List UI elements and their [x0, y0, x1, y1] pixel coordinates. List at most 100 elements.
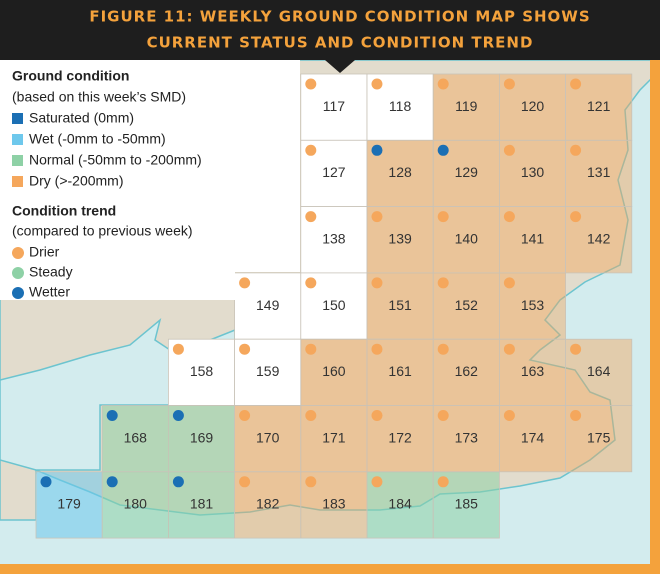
trend-dot: [503, 78, 515, 90]
cell-label: 140: [455, 230, 479, 246]
cell-label: 179: [57, 496, 81, 512]
cell-label: 139: [388, 230, 412, 246]
trend-dot: [437, 211, 449, 223]
trend-dot: [437, 78, 449, 90]
trend-dot: [305, 144, 317, 156]
trend-dot: [437, 144, 449, 156]
trend-dot: [570, 211, 582, 223]
cell-label: 163: [521, 363, 545, 379]
cell-label: 117: [323, 98, 346, 114]
title-line: CURRENT STATUS AND CONDITION TREND: [147, 34, 534, 52]
cell-label: 127: [322, 164, 346, 180]
trend-dot: [437, 277, 449, 289]
cell-label: 161: [388, 363, 412, 379]
grid: 117 118 119 120 121 127 128 129 130 131 138 139 140 1…: [35, 73, 633, 539]
trend-dot: [371, 78, 383, 90]
coast-sea: [0, 472, 660, 574]
cell-label: 180: [124, 496, 148, 512]
trend-dot: [437, 410, 449, 421]
cell-label: 141: [521, 230, 545, 246]
trend-dot: [305, 277, 317, 289]
legend-dot: [12, 267, 24, 279]
cell-label: 149: [256, 297, 280, 313]
trend-dot: [570, 78, 582, 90]
trend-dot: [239, 277, 251, 289]
cell-label: 142: [587, 230, 611, 246]
trend-dot: [371, 476, 383, 488]
legend-label: Normal (-50mm to -200mm): [29, 152, 202, 168]
cell-label: 121: [587, 98, 611, 114]
legend-label: Dry (>-200mm): [29, 173, 124, 189]
cell-label: 170: [256, 429, 280, 445]
cell-label: 181: [190, 496, 214, 512]
trend-dot: [172, 476, 184, 488]
cell-label: 119: [455, 98, 478, 114]
trend-dot: [305, 343, 317, 355]
cell-label: 184: [388, 496, 412, 512]
trend-dot: [371, 277, 383, 289]
cell-label: 162: [455, 363, 479, 379]
cell-label: 169: [190, 429, 214, 445]
cell-label: 174: [521, 429, 545, 445]
trend-dot: [371, 343, 383, 355]
trend-dot: [371, 211, 383, 223]
legend-heading: Condition trend: [12, 203, 116, 219]
header-bar: [0, 0, 660, 60]
trend-dot: [503, 410, 515, 421]
trend-dot: [570, 144, 582, 156]
cell-label: 160: [322, 363, 346, 379]
legend: Ground condition (based on this week’s S…: [12, 68, 202, 300]
cell-label: 120: [521, 98, 545, 114]
cell-label: 118: [389, 98, 412, 114]
trend-dot: [239, 410, 251, 421]
legend-panel: [0, 60, 300, 300]
cell-label: 164: [587, 363, 611, 379]
cell-label: 129: [455, 164, 479, 180]
trend-dot: [503, 343, 515, 355]
legend-label: Wetter: [29, 284, 70, 300]
trend-dot: [305, 410, 317, 421]
cell-label: 153: [521, 297, 545, 313]
header-notch: [325, 60, 355, 73]
cell-label: 182: [256, 496, 280, 512]
cell-label: 183: [322, 496, 346, 512]
trend-dot: [172, 410, 184, 421]
title-line: FIGURE 11: WEEKLY GROUND CONDITION MAP S…: [89, 8, 590, 26]
trend-dot: [40, 476, 52, 488]
cell-label: 128: [388, 164, 412, 180]
legend-label: Wet (-0mm to -50mm): [29, 131, 166, 147]
frame-right: [650, 60, 660, 574]
legend-label: Saturated (0mm): [29, 110, 134, 126]
trend-dot: [503, 277, 515, 289]
trend-dot: [305, 211, 317, 223]
cell-label: 150: [322, 297, 346, 313]
legend-dot: [12, 247, 24, 259]
cell-label: 168: [124, 429, 148, 445]
legend-swatch: [12, 176, 23, 187]
trend-dot: [239, 476, 251, 488]
cell-label: 159: [256, 363, 280, 379]
legend-subheading: (compared to previous week): [12, 223, 193, 239]
legend-swatch: [12, 155, 23, 166]
trend-dot: [437, 476, 449, 488]
trend-dot: [570, 343, 582, 355]
frame-bottom: [0, 564, 660, 574]
legend-subheading: (based on this week’s SMD): [12, 89, 186, 105]
cell-label: 130: [521, 164, 545, 180]
legend-swatch: [12, 134, 23, 145]
legend-heading: Ground condition: [12, 68, 129, 84]
cell-label: 172: [388, 429, 412, 445]
trend-dot: [305, 476, 317, 488]
trend-dot: [172, 343, 184, 355]
trend-dot: [503, 144, 515, 156]
trend-dot: [570, 410, 582, 421]
cell-label: 152: [455, 297, 479, 313]
cell-label: 173: [455, 429, 479, 445]
trend-dot: [239, 343, 251, 355]
trend-dot: [305, 78, 317, 90]
cell-label: 158: [190, 363, 214, 379]
cell-label: 171: [322, 429, 346, 445]
cell-label: 185: [455, 496, 479, 512]
